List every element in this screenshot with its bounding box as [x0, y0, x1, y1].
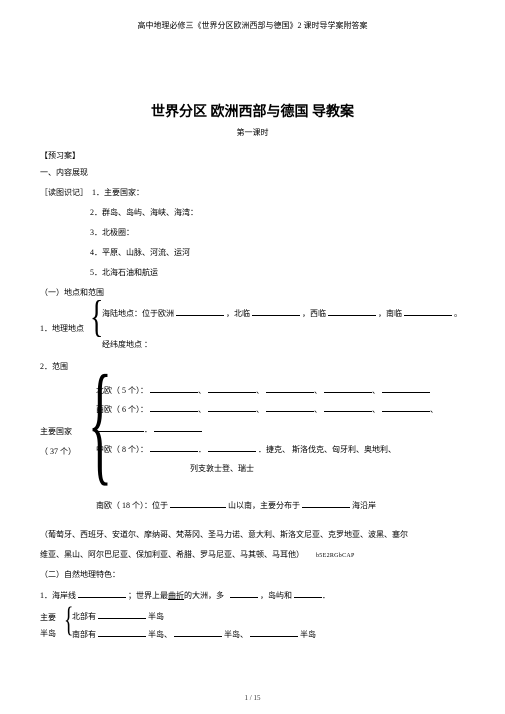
peninsula-label: 半岛: [148, 630, 164, 639]
list-item-5: 5．北海石油和航运: [40, 267, 465, 279]
blank-field: [150, 443, 198, 452]
blank-field: [78, 589, 126, 598]
north-part-label: 北部有: [72, 612, 96, 621]
peninsula-label: 半岛: [148, 612, 164, 621]
peninsula-row-label: 半岛: [40, 628, 56, 639]
south-eu-tail: 海沿岸: [352, 501, 376, 510]
peninsula-label: 半岛: [300, 630, 316, 639]
blank-field: [208, 403, 256, 412]
blank-field: [176, 307, 224, 316]
coastline-line: 1．海岸线 ；世界上最曲折的大洲，多 ，岛屿和 ．: [40, 589, 465, 602]
main-country-label: 主要国家: [40, 426, 72, 437]
blank-field: [98, 610, 146, 619]
west-eu-label: 西欧（ 6 个）：: [96, 405, 148, 414]
location-range-heading: （一）地点和范围: [40, 287, 465, 299]
blank-field: [324, 403, 372, 412]
coast-label-b: ；世界上最: [128, 591, 168, 600]
coast-label-c: 曲折: [168, 591, 184, 600]
blank-field: [174, 628, 222, 637]
geo-loc-label: 1．地理地点: [40, 323, 84, 334]
list-item-1: 1．主要国家：: [92, 188, 144, 197]
blank-field: [252, 307, 300, 316]
list-item-2: 2．群岛、岛屿、海峡、海湾：: [40, 207, 465, 219]
blank-field: [208, 443, 256, 452]
south-eu-line: 南欧（ 18 个）：位于 山以南，主要分布于 海沿岸: [96, 499, 376, 512]
page-header: 高中地理必修三《世界分区欧洲西部与德国》2 课时导学案附答案: [0, 0, 505, 31]
blank-field: [250, 628, 298, 637]
countries-list-2-row: 维亚、黑山、阿尔巴尼亚、保加利亚、希腊、罗马尼亚、马其顿、马耳他） b5E2RG…: [40, 549, 465, 561]
coast-label-e: ，岛屿和: [260, 591, 292, 600]
period: 。: [454, 309, 462, 318]
main-label: 主要: [40, 612, 56, 623]
count-37-label: （ 37 个）: [40, 446, 76, 457]
south-eu-mid: 山以南，主要分布于: [228, 501, 300, 510]
north-eu-line: 北欧（ 5 个）： 、 、 、 、: [96, 384, 430, 397]
blank-field: [266, 384, 314, 393]
natural-heading: （二）自然地理特色：: [40, 569, 465, 581]
sea-land-label: 海陆地点：位于欧洲: [102, 309, 174, 318]
mid-eu-line: 中欧（ 8 个）： ． ．捷克、 斯洛伐克、匈牙利、奥地利、: [96, 443, 396, 456]
hash-code: b5E2RGbCAP: [316, 553, 355, 559]
page-footer: 1 / 15: [0, 694, 505, 702]
peninsula-label: 半岛: [224, 630, 240, 639]
blank-field: [154, 423, 202, 432]
document-body: 世界分区 欧洲西部与德国 导教案 第一课时 【预习案】 一、内容展现 ［读图识记…: [0, 31, 505, 646]
west-eu-line: 西欧（ 6 个）： 、 、 、 、 、: [96, 403, 438, 416]
blank-field: [96, 423, 144, 432]
list-item-3: 3．北极圈：: [40, 227, 465, 239]
mid-eu-tail: ．捷克、 斯洛伐克、匈牙利、奥地利、: [258, 445, 396, 454]
west-label: ，西临: [302, 309, 326, 318]
countries-list-1: （葡萄牙、西班牙、安道尔、摩纳哥、梵蒂冈、圣马力诺、意大利、斯洛文尼亚、克罗地亚…: [40, 529, 465, 541]
list-item-4: 4．平原、山脉、河流、运河: [40, 247, 465, 259]
north-label: ，北临: [226, 309, 250, 318]
coast-label-d: 的大洲，多: [184, 591, 224, 600]
liech-line: 列支敦士登、瑞士: [190, 463, 254, 475]
south-part-label: 南部有: [72, 630, 96, 639]
sea-land-line: 海陆地点：位于欧洲 ，北临 ，西临 ，南临 。: [102, 307, 462, 320]
south-label: ，南临: [378, 309, 402, 318]
blank-field: [302, 499, 350, 508]
west-eu-line-2: ．: [96, 423, 202, 436]
main-title: 世界分区 欧洲西部与德国 导教案: [40, 101, 465, 121]
blank-field: [170, 499, 226, 508]
countries-list-2: 维亚、黑山、阿尔巴尼亚、保加利亚、希腊、罗马尼亚、马其顿、马耳他）: [40, 550, 304, 559]
preview-heading: 【预习案】: [40, 150, 465, 161]
blank-field: [324, 384, 372, 393]
blank-field: [328, 307, 376, 316]
mid-eu-label: 中欧（ 8 个）：: [96, 445, 148, 454]
readmap-row: ［读图识记］ 1．主要国家：: [40, 187, 465, 199]
lesson-subtitle: 第一课时: [40, 127, 465, 138]
content-show-heading: 一、内容展现: [40, 167, 465, 179]
blank-field: [382, 403, 430, 412]
blank-field: [382, 384, 430, 393]
blank-field: [404, 307, 452, 316]
peninsula-block: { 主要 北部有 半岛 半岛 南部有 半岛、 半岛、 半岛: [40, 610, 465, 646]
north-peninsula-line: 北部有 半岛: [72, 610, 164, 623]
readmap-label: ［读图识记］: [40, 188, 88, 197]
blank-field: [150, 384, 198, 393]
north-eu-label: 北欧（ 5 个）：: [96, 386, 148, 395]
main-countries-block: { 北欧（ 5 个）： 、 、 、 、 西欧（ 6 个）： 、 、 、 、 、 …: [40, 381, 465, 521]
blank-field: [230, 589, 258, 598]
blank-field: [98, 628, 146, 637]
coast-label-a: 1．海岸线: [40, 591, 76, 600]
blank-field: [294, 589, 322, 598]
south-peninsula-line: 南部有 半岛、 半岛、 半岛: [72, 628, 316, 641]
blank-field: [208, 384, 256, 393]
blank-field: [266, 403, 314, 412]
blank-field: [150, 403, 198, 412]
south-eu-label: 南欧（ 18 个）：位于: [96, 501, 168, 510]
